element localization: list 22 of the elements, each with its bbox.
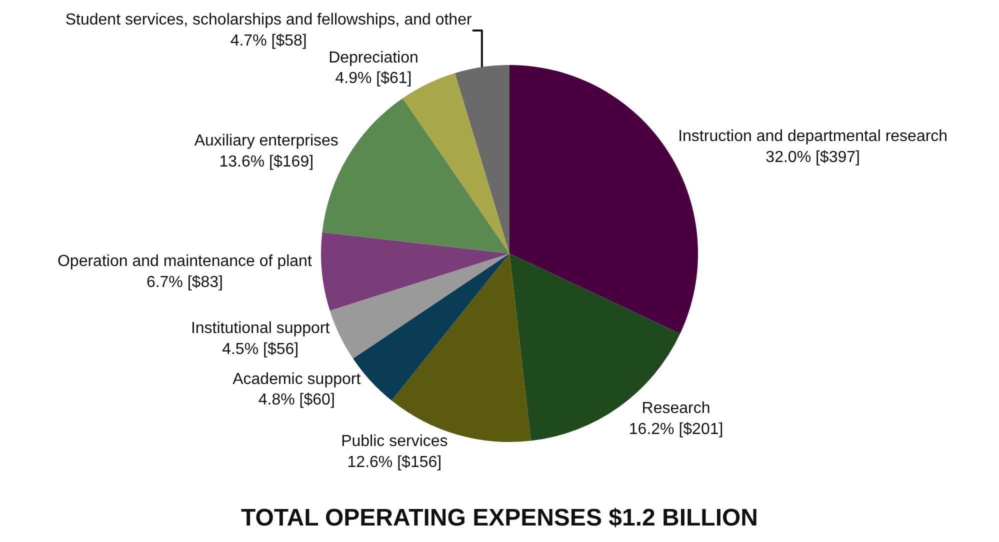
data-label: 32.0% [$397] — [766, 148, 860, 166]
slice-label: Operation and maintenance of plant — [57, 253, 312, 270]
slice-label: Auxiliary enterprises — [194, 132, 338, 150]
data-label: 12.6% [$156] — [347, 454, 442, 471]
slice-label: Institutional support — [190, 320, 330, 338]
data-label: 16.2% [$201] — [628, 420, 724, 438]
slice-label: Depreciation — [328, 49, 418, 66]
slice-label: Instruction and departmental research — [678, 128, 948, 146]
pie-slice — [321, 232, 510, 311]
data-label: 4.5% [$56] — [222, 340, 299, 358]
slice-label: Public services — [341, 433, 448, 450]
data-label: 13.6% [$169] — [219, 153, 314, 170]
data-label: 4.7% [$58] — [230, 32, 307, 50]
slice-label: Research — [642, 400, 710, 418]
text: TOTAL OPERATING EXPENSES $1.2 BILLION — [241, 504, 758, 532]
pie-slice — [454, 65, 510, 254]
slice-label: Academic support — [232, 370, 362, 388]
data-label: 4.9% [$61] — [335, 70, 412, 88]
data-label: 4.8% [$60] — [258, 392, 335, 409]
pie-slice — [330, 254, 510, 359]
data-label: 6.7% [$83] — [146, 274, 223, 291]
slice-label: Student services, scholarships and fellowships, and other — [65, 12, 472, 29]
